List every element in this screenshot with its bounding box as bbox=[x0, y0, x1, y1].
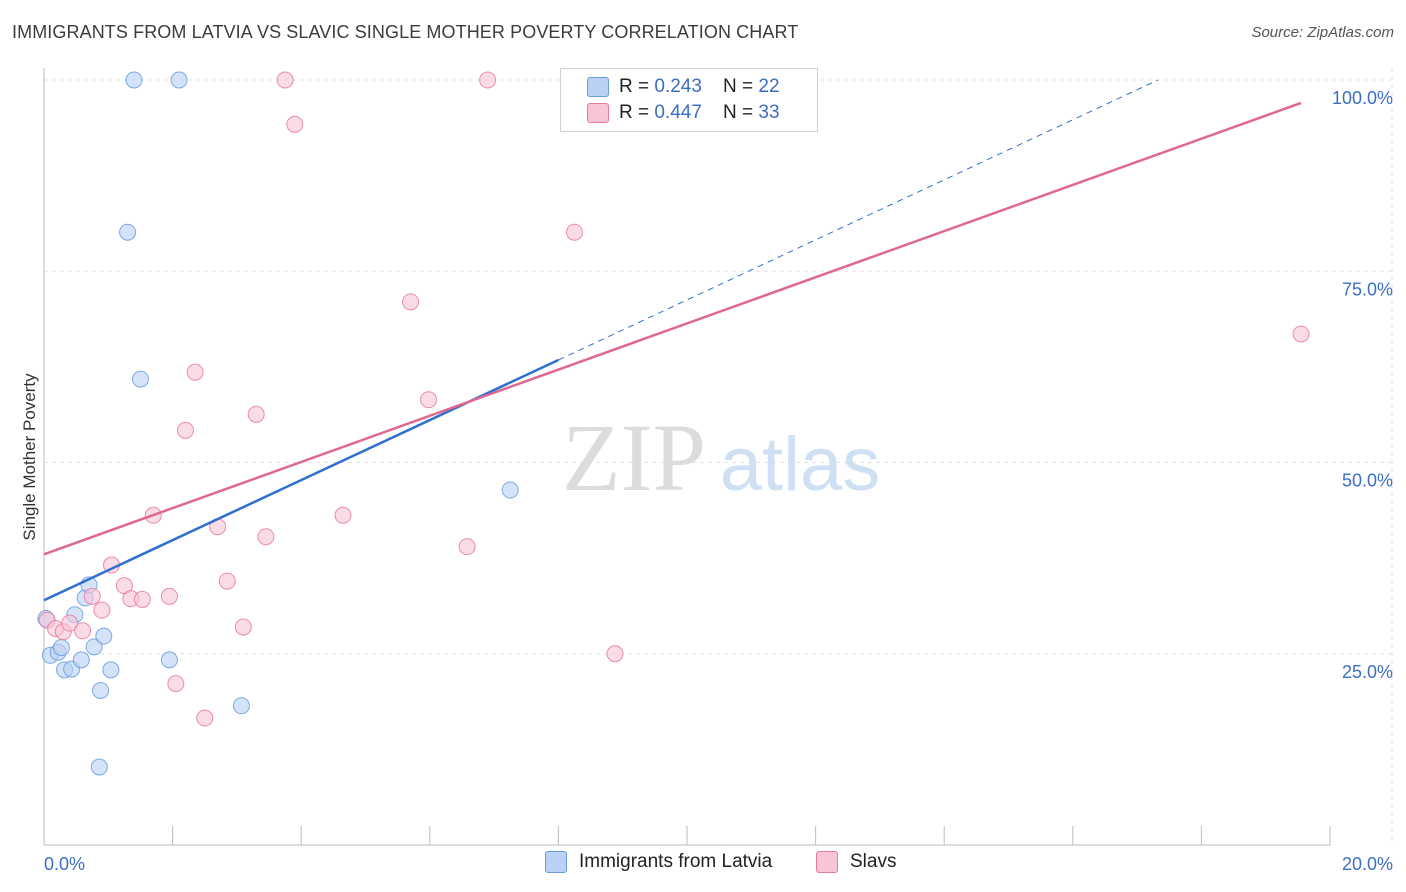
point-slavs bbox=[93, 601, 111, 619]
point-latvia bbox=[52, 639, 70, 657]
legend-label-latvia: Immigrants from Latvia bbox=[579, 851, 773, 872]
point-slavs bbox=[74, 622, 92, 640]
legend-swatch-slavs bbox=[587, 103, 609, 123]
point-slavs bbox=[286, 115, 304, 133]
y-tick-label: 25.0% bbox=[1342, 662, 1393, 682]
legend-n-label: N = bbox=[723, 76, 759, 97]
point-slavs bbox=[1292, 325, 1310, 343]
watermark-atlas: atlas bbox=[720, 422, 881, 507]
legend-item-slavs[interactable]: Slavs bbox=[816, 851, 896, 873]
x-tick-label-min: 0.0% bbox=[44, 854, 85, 874]
point-slavs bbox=[160, 587, 178, 605]
chart-title: IMMIGRANTS FROM LATVIA VS SLAVIC SINGLE … bbox=[12, 22, 799, 42]
point-slavs bbox=[606, 645, 624, 663]
gridlines bbox=[44, 68, 1393, 845]
point-latvia bbox=[131, 370, 149, 388]
legend-n-value: 22 bbox=[758, 76, 780, 97]
point-latvia bbox=[119, 223, 137, 241]
point-slavs bbox=[218, 572, 236, 590]
legend-r-label: R = bbox=[619, 102, 655, 123]
y-axis-label: Single Mother Poverty bbox=[20, 373, 39, 541]
point-slavs bbox=[402, 293, 420, 311]
tick-labels: 100.0% 75.0% 50.0% 25.0% 0.0% 20.0% bbox=[44, 88, 1393, 874]
point-latvia bbox=[90, 758, 108, 776]
legend-swatch-latvia bbox=[545, 851, 567, 873]
axes bbox=[43, 68, 1331, 846]
point-slavs bbox=[420, 391, 438, 409]
point-slavs bbox=[61, 614, 79, 632]
point-latvia bbox=[160, 651, 178, 669]
legend-r-label: R = bbox=[619, 76, 655, 97]
point-latvia bbox=[95, 627, 113, 645]
y-tick-label: 50.0% bbox=[1342, 471, 1393, 491]
legend-n-value: 33 bbox=[758, 102, 780, 123]
trendline-latvia-extension bbox=[558, 79, 1159, 361]
point-latvia bbox=[501, 481, 519, 499]
point-latvia bbox=[232, 697, 250, 715]
point-slavs bbox=[234, 618, 252, 636]
point-slavs bbox=[458, 538, 476, 556]
point-slavs bbox=[565, 223, 583, 241]
correlation-legend: R = 0.243 N = 22 R = 0.447 N = 33 bbox=[560, 68, 818, 132]
point-latvia bbox=[170, 71, 188, 89]
point-latvia bbox=[102, 661, 120, 679]
x-tick-label-max: 20.0% bbox=[1342, 854, 1393, 874]
legend-r-value: 0.447 bbox=[654, 102, 702, 123]
y-tick-label: 75.0% bbox=[1342, 279, 1393, 299]
legend-swatch-latvia bbox=[587, 77, 609, 97]
y-tick-label: 100.0% bbox=[1332, 88, 1393, 108]
point-slavs bbox=[176, 421, 194, 439]
point-slavs bbox=[133, 590, 151, 608]
point-slavs bbox=[196, 709, 214, 727]
point-latvia bbox=[125, 71, 143, 89]
legend-label-slavs: Slavs bbox=[850, 851, 897, 872]
point-slavs bbox=[83, 587, 101, 605]
point-slavs bbox=[479, 71, 497, 89]
series-legend: Immigrants from Latvia Slavs bbox=[0, 851, 1406, 877]
trendline-slavs bbox=[43, 101, 1302, 556]
legend-r-value: 0.243 bbox=[654, 76, 702, 97]
legend-swatch-slavs bbox=[816, 851, 838, 873]
point-slavs bbox=[186, 363, 204, 381]
legend-item-latvia[interactable]: Immigrants from Latvia bbox=[545, 851, 772, 873]
point-slavs bbox=[276, 71, 294, 89]
watermark: ZIP atlas bbox=[562, 404, 880, 511]
trend-lines bbox=[43, 79, 1302, 602]
point-slavs bbox=[257, 528, 275, 546]
watermark-zip: ZIP bbox=[562, 404, 706, 511]
point-latvia bbox=[92, 681, 110, 699]
point-latvia bbox=[72, 651, 90, 669]
legend-n-label: N = bbox=[723, 102, 759, 123]
point-slavs bbox=[247, 405, 265, 423]
source-credit: Source: ZipAtlas.com bbox=[1251, 24, 1394, 41]
point-latvia bbox=[85, 638, 103, 656]
point-slavs bbox=[334, 506, 352, 524]
point-slavs bbox=[167, 675, 185, 693]
